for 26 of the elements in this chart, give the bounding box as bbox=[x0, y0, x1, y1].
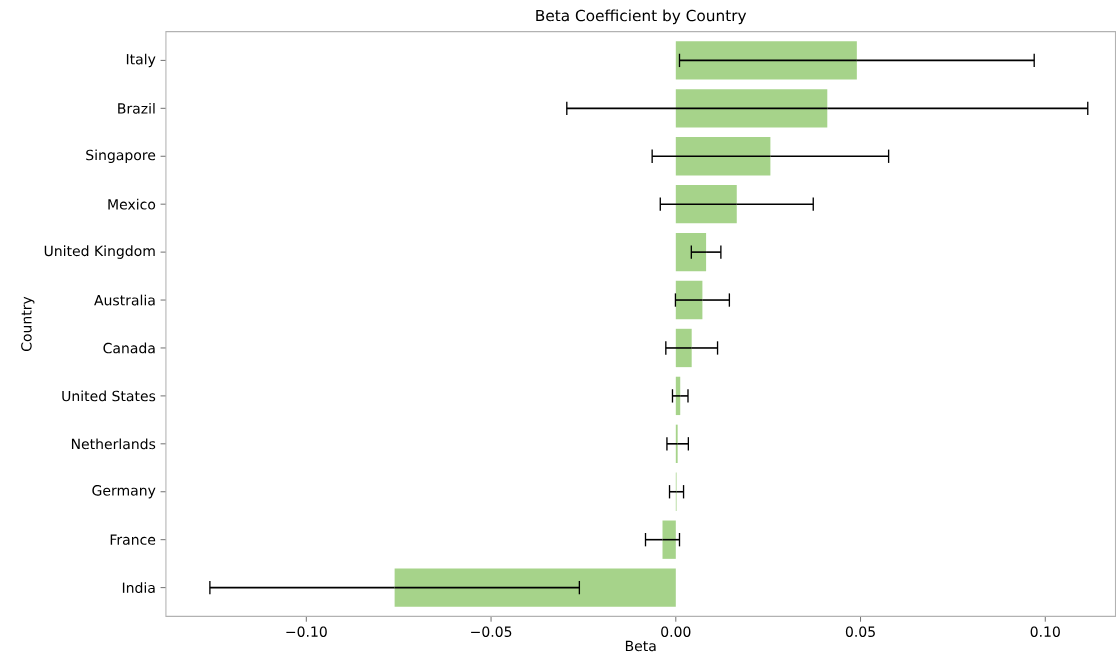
y-tick-label: Netherlands bbox=[71, 438, 156, 450]
bar bbox=[675, 184, 737, 224]
bar bbox=[675, 232, 707, 272]
x-tick-label: −0.05 bbox=[471, 626, 512, 637]
y-axis-title: Country bbox=[21, 296, 35, 351]
bar bbox=[675, 136, 771, 176]
x-tick-label: 0.10 bbox=[1030, 626, 1060, 637]
x-tick-label: −0.10 bbox=[286, 626, 327, 637]
y-tick-label: United States bbox=[62, 390, 156, 402]
x-tick-label: 0.05 bbox=[845, 626, 875, 637]
y-tick-label: United Kingdom bbox=[44, 245, 155, 259]
y-tick-label: Mexico bbox=[108, 198, 156, 210]
chart-title: Beta Coefficient by Country bbox=[536, 9, 747, 25]
y-tick-label: India bbox=[122, 582, 155, 593]
y-tick-label: France bbox=[110, 534, 156, 545]
y-tick-label: Brazil bbox=[118, 102, 155, 114]
bar bbox=[675, 88, 828, 128]
y-tick-label: Australia bbox=[94, 294, 155, 306]
y-tick-label: Canada bbox=[103, 342, 155, 354]
y-tick-label: Singapore bbox=[86, 149, 156, 163]
bar bbox=[675, 328, 692, 367]
x-axis-title: Beta bbox=[625, 640, 656, 652]
bar bbox=[662, 520, 676, 559]
x-tick-label: 0.00 bbox=[661, 626, 691, 637]
y-tick-label: Italy bbox=[126, 53, 156, 67]
y-tick-label: Germany bbox=[92, 484, 156, 499]
